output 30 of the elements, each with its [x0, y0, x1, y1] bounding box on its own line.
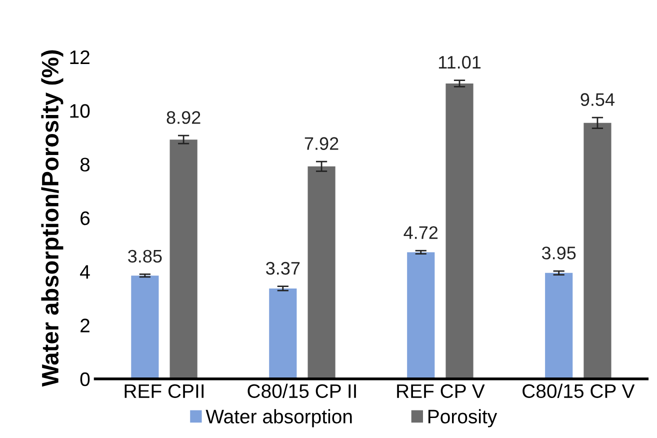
bar	[131, 276, 159, 379]
bar	[407, 252, 435, 379]
data-label: 3.95	[542, 246, 576, 260]
y-axis-title: Water absorption/Porosity (%)	[41, 50, 64, 387]
x-tick-label: C80/15 CP II	[248, 384, 356, 398]
data-label: 7.92	[304, 137, 338, 150]
data-label: 3.85	[128, 250, 162, 263]
x-tick-label: C80/15 CP V	[522, 384, 635, 398]
x-tick-label: REF CP V	[397, 384, 485, 398]
bar	[446, 84, 474, 379]
y-tick-label: 10	[70, 104, 90, 118]
data-label: 9.54	[580, 93, 615, 106]
bar	[308, 166, 336, 379]
data-label: 4.72	[404, 226, 438, 239]
data-label: 8.92	[166, 111, 200, 124]
legend-label: Porosity	[428, 409, 498, 428]
bar	[269, 288, 297, 379]
x-tick-label: REF CPII	[124, 384, 204, 398]
legend-label: Water absorption	[206, 409, 352, 428]
data-label: 11.01	[438, 56, 481, 69]
y-tick-label: 0	[80, 372, 90, 386]
y-tick-label: 6	[80, 211, 90, 226]
y-tick-label: 4	[80, 265, 90, 279]
bar	[170, 140, 198, 379]
y-tick-label: 12	[70, 50, 90, 64]
y-tick-label: 2	[80, 318, 90, 332]
y-tick-label: 8	[80, 158, 90, 172]
bar	[545, 272, 573, 379]
bar	[584, 122, 612, 379]
data-label: 3.37	[266, 262, 300, 275]
